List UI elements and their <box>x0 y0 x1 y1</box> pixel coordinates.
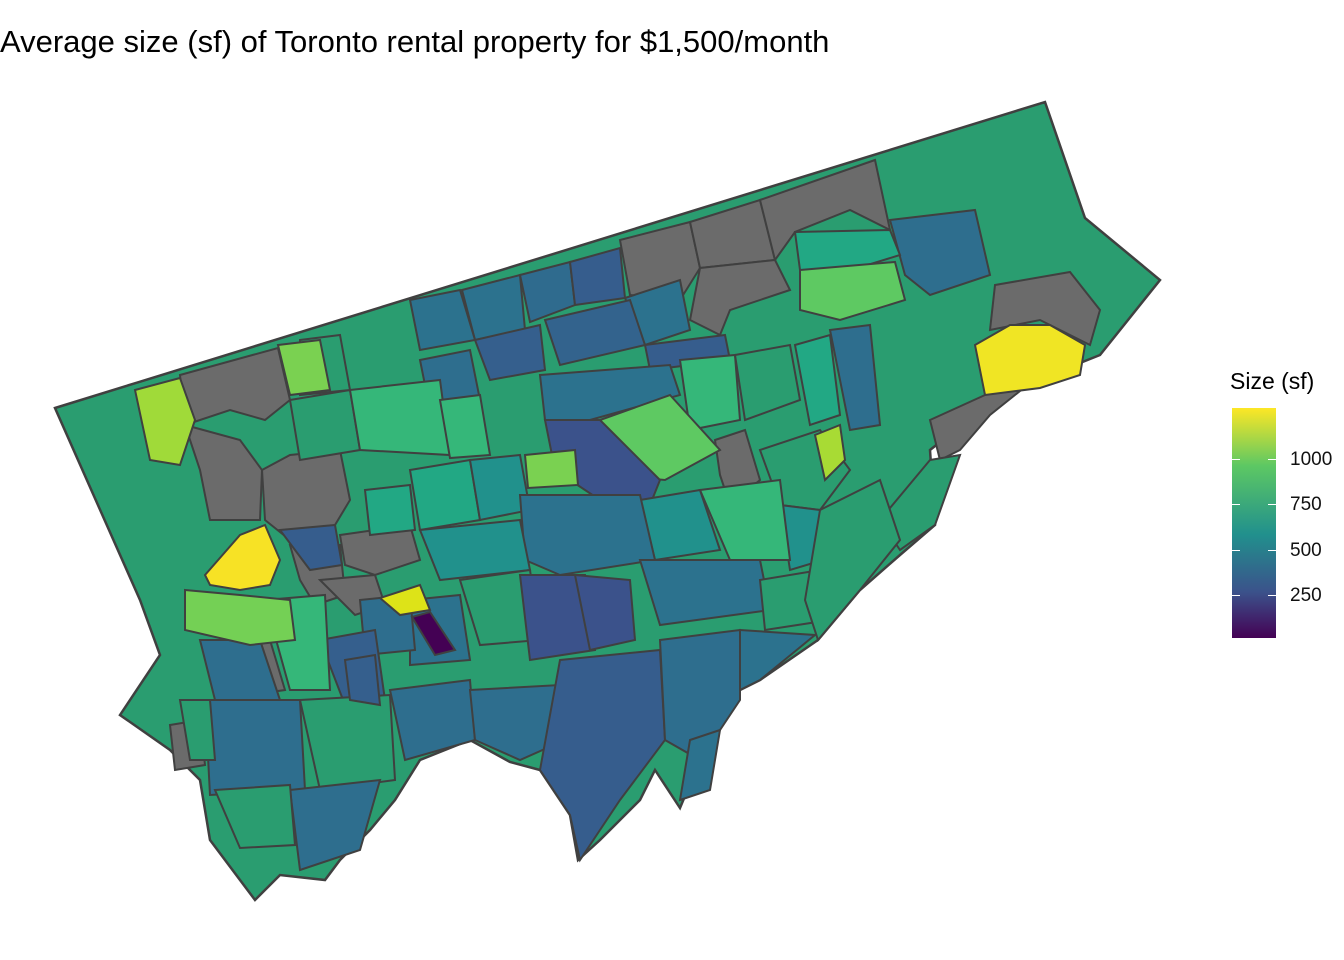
legend-tick-label-500: 500 <box>1290 540 1322 561</box>
legend-tick-label-250: 250 <box>1290 585 1322 606</box>
page-title: Average size (sf) of Toronto rental prop… <box>0 24 830 59</box>
legend-tick-label-1000: 1000 <box>1290 449 1333 470</box>
extreme-value-regions <box>133 324 1087 707</box>
legend-colorbar <box>1232 408 1276 638</box>
mid-value-regions <box>178 208 992 872</box>
legend-title: Size (sf) <box>1230 368 1315 394</box>
legend-tick-label-750: 750 <box>1290 494 1322 515</box>
